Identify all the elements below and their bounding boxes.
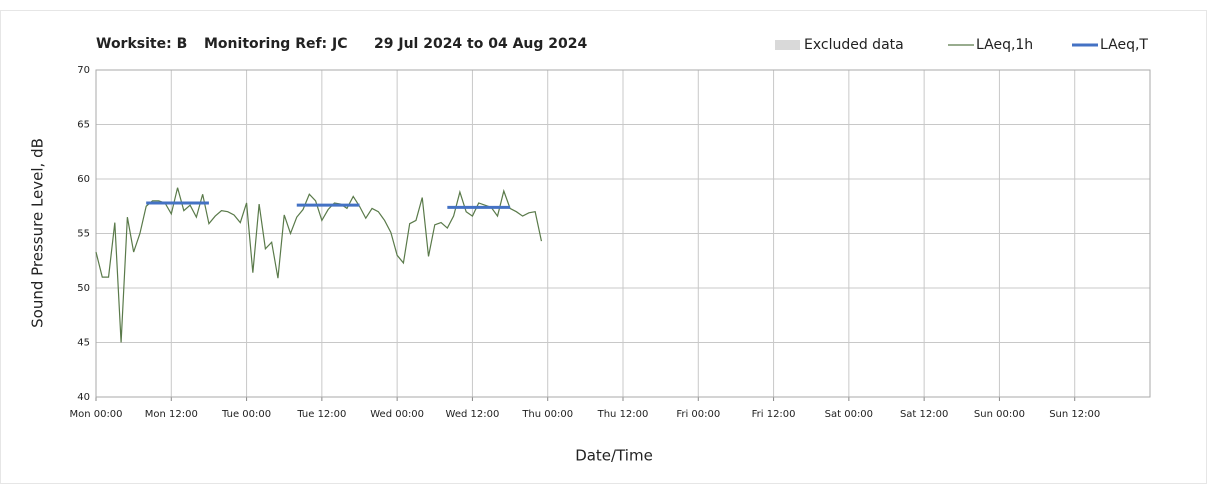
title: Monitoring Ref: JC xyxy=(204,36,348,52)
plot-border xyxy=(95,69,1151,398)
legend-label: Excluded data xyxy=(804,37,904,53)
x-tick-label: Thu 12:00 xyxy=(597,409,649,420)
y-tick-label: 50 xyxy=(77,283,90,294)
x-tick-label: Wed 00:00 xyxy=(370,409,424,420)
y-tick-label: 45 xyxy=(77,338,90,349)
x-tick-label: Sat 12:00 xyxy=(900,409,948,420)
x-tick-label: Mon 00:00 xyxy=(69,409,122,420)
x-tick-label: Tue 12:00 xyxy=(296,409,346,420)
x-tick-label: Sat 00:00 xyxy=(825,409,873,420)
x-tick-label: Wed 12:00 xyxy=(446,409,500,420)
y-tick-label: 70 xyxy=(77,65,90,76)
x-tick-label: Sun 00:00 xyxy=(974,409,1025,420)
x-axis-label: Date/Time xyxy=(575,447,653,465)
legend-swatch xyxy=(775,40,800,50)
x-tick-label: Fri 12:00 xyxy=(752,409,796,420)
line-laeq-1h xyxy=(95,187,543,343)
title: Worksite: B xyxy=(96,36,187,52)
x-tick-label: Mon 12:00 xyxy=(145,409,198,420)
x-tick-label: Fri 00:00 xyxy=(676,409,720,420)
title: 29 Jul 2024 to 04 Aug 2024 xyxy=(374,36,588,52)
y-axis-label: Sound Pressure Level, dB xyxy=(29,138,47,328)
x-tick-label: Thu 00:00 xyxy=(521,409,573,420)
y-tick-label: 60 xyxy=(77,174,90,185)
y-tick-label: 55 xyxy=(77,229,90,240)
x-tick-label: Tue 00:00 xyxy=(221,409,271,420)
y-tick-label: 65 xyxy=(77,120,90,131)
y-tick-label: 40 xyxy=(77,392,90,403)
frame xyxy=(0,10,1207,484)
legend-label: LAeq,1h xyxy=(976,37,1033,53)
x-tick-label: Sun 12:00 xyxy=(1049,409,1100,420)
legend-label: LAeq,T xyxy=(1100,37,1148,53)
